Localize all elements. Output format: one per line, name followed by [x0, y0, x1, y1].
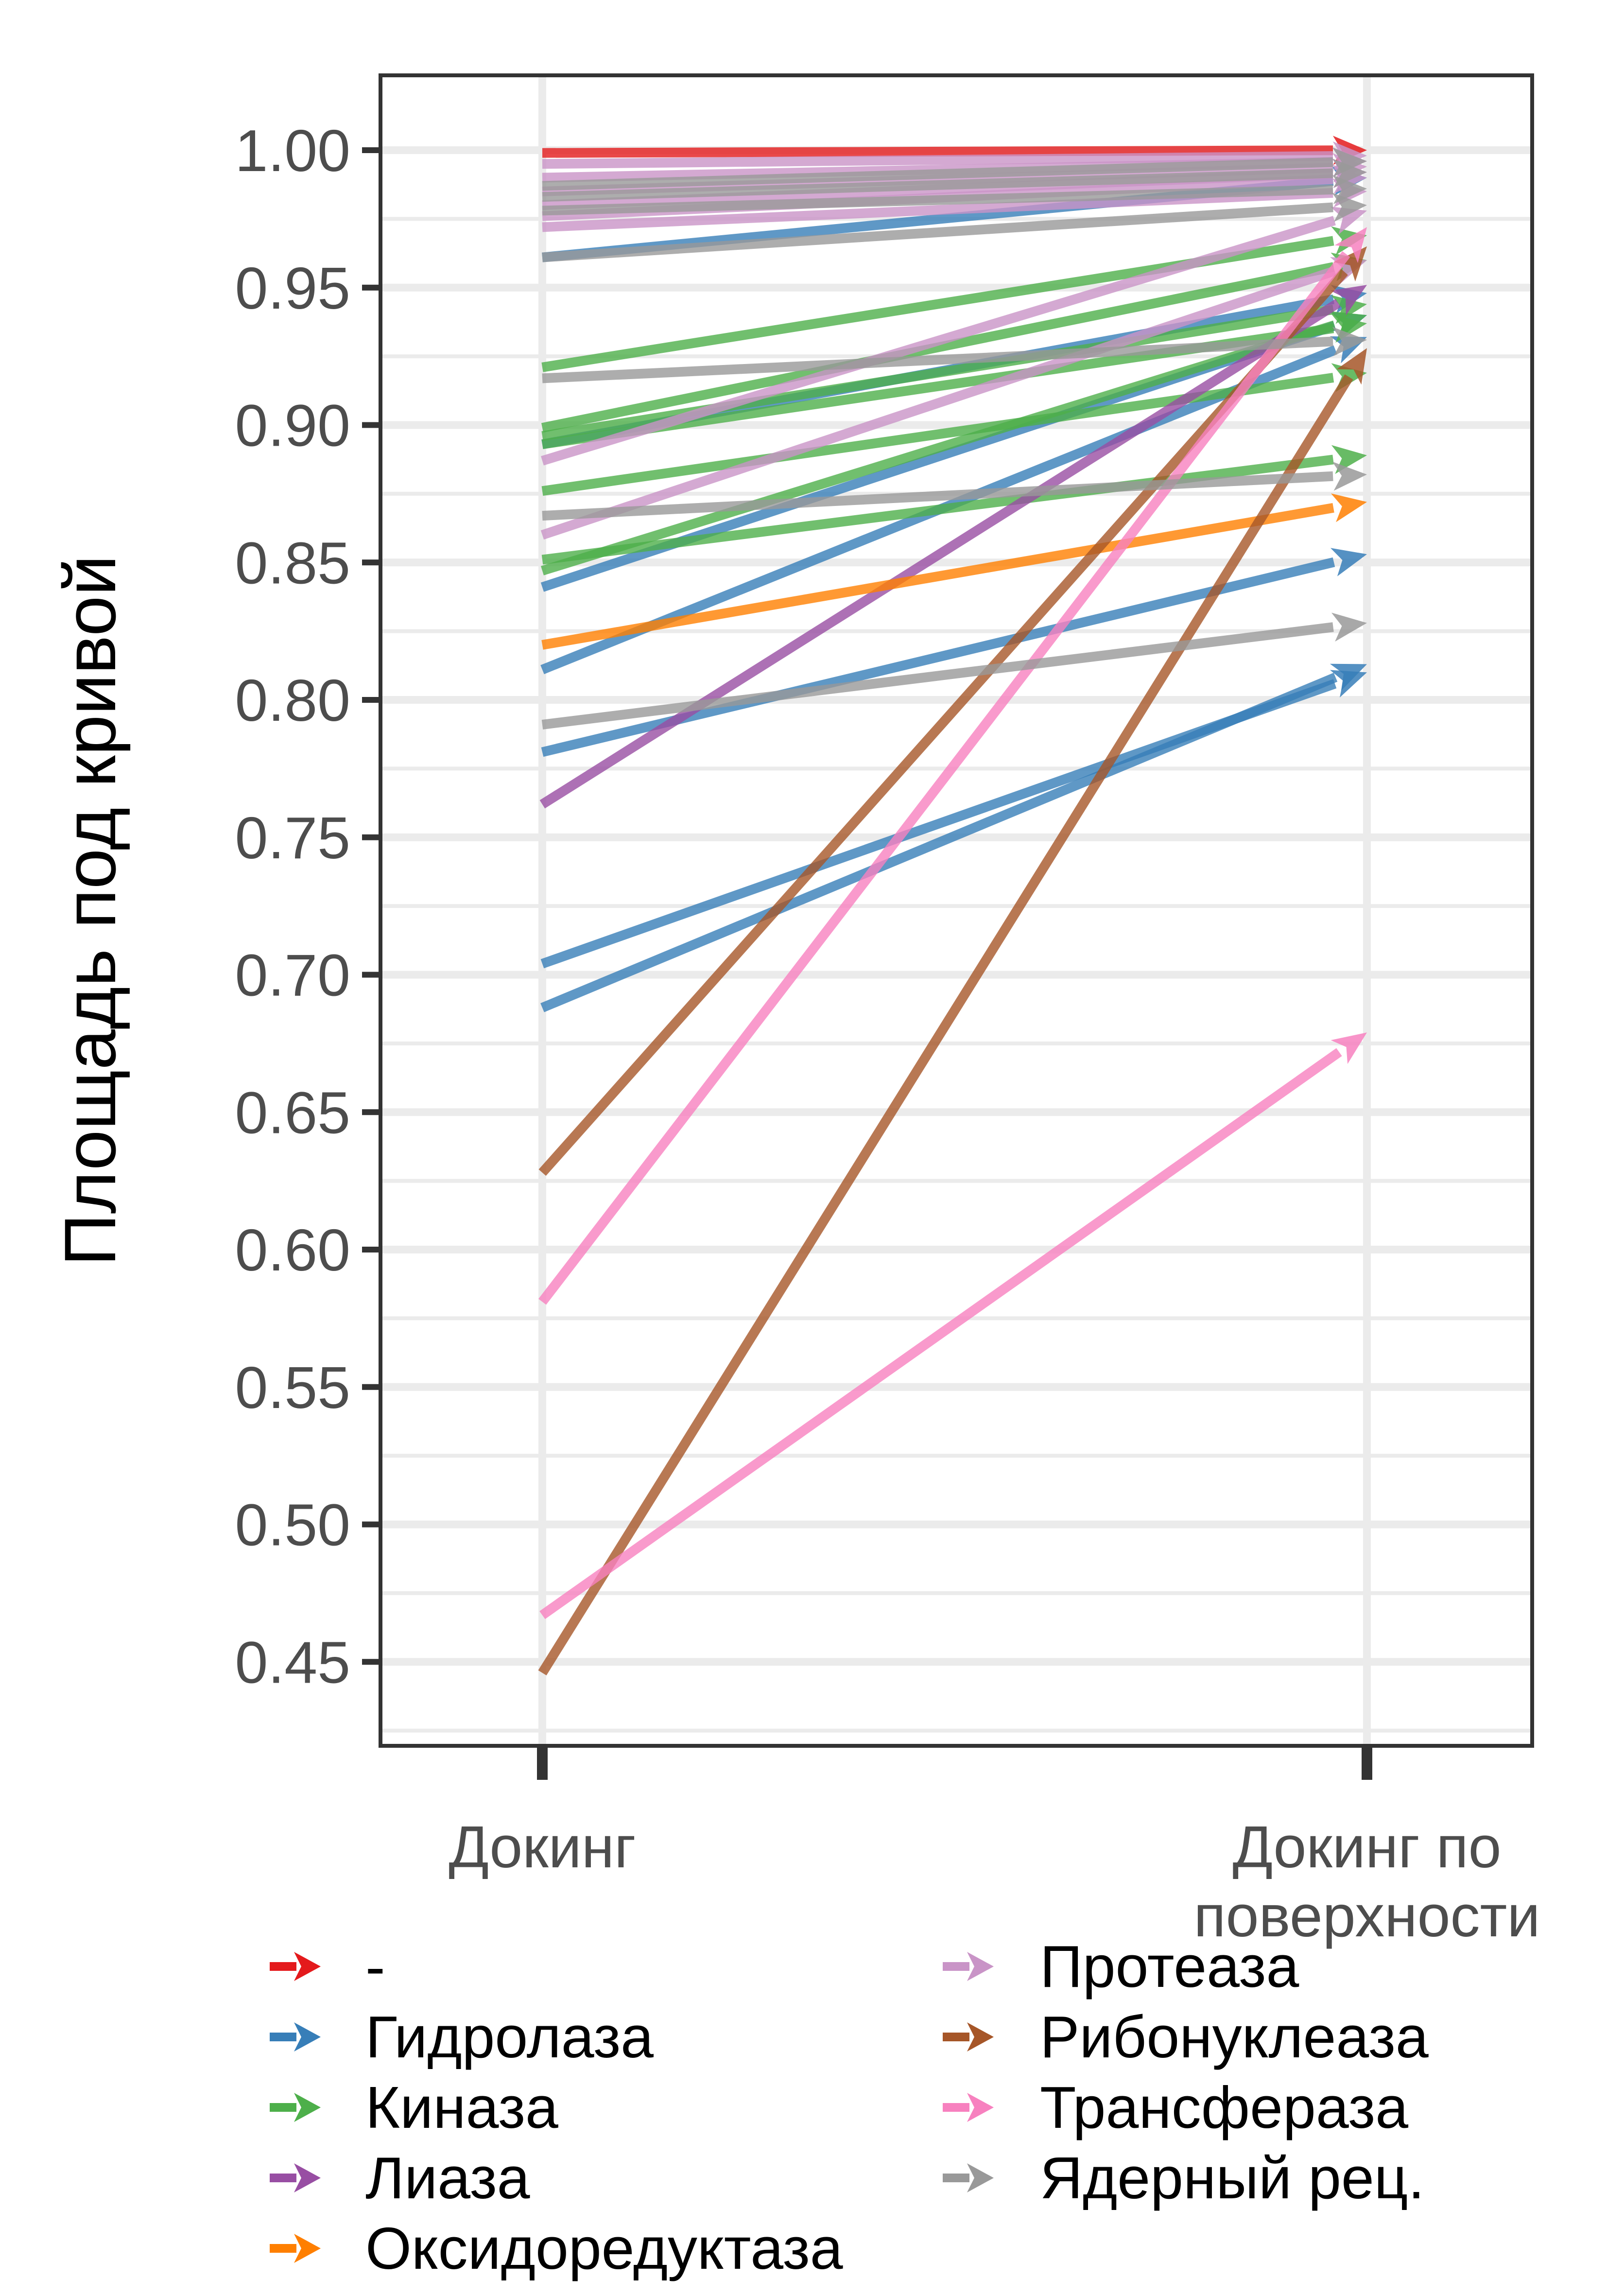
y-tick-label: 0.90 — [235, 393, 350, 459]
series-line — [541, 320, 1336, 575]
y-tick-label: 0.95 — [235, 255, 350, 321]
arrow-head — [1336, 348, 1367, 385]
arrow-head — [1334, 227, 1367, 263]
arrow-head — [1331, 612, 1367, 642]
series-line — [541, 216, 1336, 466]
arrow-head — [1331, 1032, 1367, 1064]
series-line — [542, 151, 1333, 169]
series-line — [541, 503, 1334, 650]
series-line — [542, 336, 1333, 383]
legend-key-arrow — [967, 2022, 994, 2052]
series-line — [542, 168, 1333, 202]
legend-key-arrow — [294, 1952, 321, 1981]
series-line — [541, 373, 1334, 496]
arrow-head — [1330, 548, 1367, 576]
series-line — [542, 188, 1333, 232]
x-tick-label-line: Докинг по — [1232, 1814, 1501, 1880]
legend-item: - — [270, 1933, 385, 2000]
series-line — [542, 471, 1333, 521]
x-tick-label: Докинг — [449, 1814, 636, 1880]
y-tick-label: 0.50 — [235, 1492, 350, 1558]
legend-item: Рибонуклеаза — [943, 2004, 1429, 2070]
y-tick-label: 0.55 — [235, 1355, 350, 1421]
arrow-head — [1330, 663, 1367, 691]
legend-item: Протеаза — [943, 1933, 1299, 2000]
legend-label: Киназа — [365, 2074, 558, 2140]
arrow-head — [1330, 311, 1367, 339]
series-line — [540, 673, 1338, 1012]
series-line — [542, 157, 1333, 191]
legend-label: Гидролаза — [365, 2004, 654, 2070]
legend-item: Ядерный рец. — [943, 2145, 1425, 2211]
series-line — [538, 374, 1353, 1676]
series-layer — [538, 136, 1367, 1676]
legend-label: Трансфераза — [1040, 2074, 1408, 2140]
legend-label: Оксидоредуктаза — [365, 2215, 843, 2281]
legend-label: - — [365, 1933, 385, 2000]
legend-key-arrow — [294, 2163, 321, 2192]
legend-label: Рибонуклеаза — [1040, 2004, 1429, 2070]
y-tick-label: 0.45 — [235, 1629, 350, 1695]
legend-key-arrow — [967, 2163, 994, 2192]
legend-key-arrow — [967, 1952, 994, 1981]
y-tick-label: 1.00 — [235, 118, 350, 184]
y-tick-label: 0.65 — [235, 1079, 350, 1146]
legend-label: Лиаза — [365, 2145, 530, 2211]
series-line — [541, 262, 1335, 433]
series-line — [542, 163, 1333, 196]
legend-item: Гидролаза — [270, 2004, 654, 2070]
series-line — [540, 266, 1336, 540]
axis-layer: 0.45 0.50 0.55 0.60 0.65 0.70 0.75 0.80 0.85 0.90… — [235, 118, 1540, 1949]
series-line — [538, 268, 1348, 1176]
series-line — [541, 304, 1334, 441]
x-tick-label-line: поверхности — [1194, 1883, 1540, 1949]
legend-item: Киназа — [270, 2074, 558, 2140]
series-line — [539, 1048, 1342, 1619]
y-tick-label: 0.80 — [235, 667, 350, 733]
series-line — [538, 251, 1350, 1305]
legend-key-arrow — [294, 2093, 321, 2122]
legend-label: Ядерный рец. — [1040, 2145, 1425, 2211]
y-tick-label: 0.85 — [235, 530, 350, 596]
legend-key-arrow — [294, 2234, 321, 2263]
y-tick-label: 0.75 — [235, 805, 350, 871]
legend-key-arrow — [967, 2093, 994, 2122]
y-tick-label: 0.60 — [235, 1217, 350, 1283]
legend-item: Трансфераза — [943, 2074, 1408, 2140]
arrow-head — [1331, 493, 1367, 522]
x-tick-label-line: Докинг — [449, 1814, 636, 1880]
y-tick-label: 0.70 — [235, 942, 350, 1009]
series-line — [541, 454, 1334, 565]
series-line — [542, 145, 1333, 158]
x-tick-label: Докинг по поверхности — [1194, 1814, 1540, 1949]
arrow-head — [1332, 327, 1367, 356]
series-line — [539, 298, 1341, 809]
arrow-head — [1332, 461, 1367, 491]
y-axis-label: Площадь под кривой — [49, 555, 131, 1266]
series-line — [542, 202, 1333, 262]
arrow-head — [1330, 285, 1367, 315]
arrow-head — [1330, 670, 1367, 698]
series-line — [542, 185, 1333, 216]
series-line — [541, 622, 1334, 730]
legend-label: Протеаза — [1040, 1933, 1299, 2000]
legend-key-arrow — [294, 2022, 321, 2052]
legend-item: Оксидоредуктаза — [270, 2215, 843, 2281]
panel-border — [379, 73, 1534, 1748]
arrow-head — [1332, 192, 1367, 222]
legend-item: Лиаза — [270, 2145, 530, 2211]
